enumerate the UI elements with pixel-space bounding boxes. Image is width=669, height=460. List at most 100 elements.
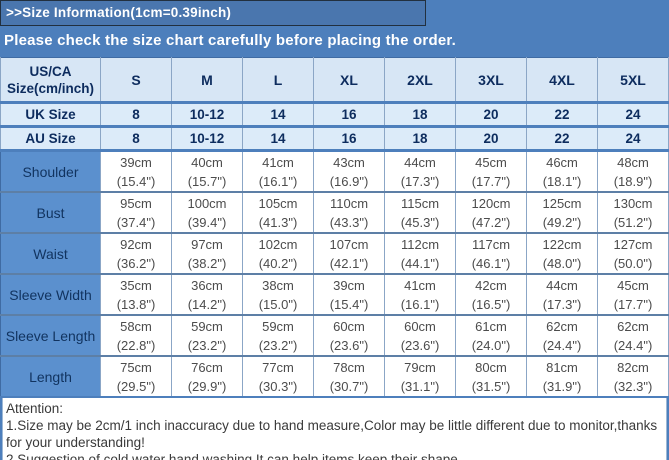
uk-size-row-value: 16 (313, 102, 385, 128)
attention-note-1: 1.Size may be 2cm/1 inch inaccuracy due … (6, 418, 658, 450)
au-size-row-value: 16 (313, 126, 385, 152)
au-size-row-value: 20 (455, 126, 527, 152)
uk-size-row-value: 22 (526, 102, 598, 128)
measurement-cell: 81cm (31.9") (526, 356, 598, 397)
uk-size-row-value: 20 (455, 102, 527, 128)
measurement-label: Shoulder (0, 150, 101, 192)
measurement-cell: 40cm (15.7") (171, 150, 243, 192)
measurement-cell: 76cm (29.9") (171, 356, 243, 397)
uk-size-row-value: 10-12 (171, 102, 243, 128)
au-size-row-value: 18 (384, 126, 456, 152)
measurement-row: Shoulder 39cm (15.4") 40cm (15.7") 41cm (16.1"… (0, 150, 669, 192)
au-size-row-value: 10-12 (171, 126, 243, 152)
size-header-cell: 4XL (526, 57, 598, 104)
measurement-cell: 38cm (15.0") (242, 274, 314, 315)
corner-cell: US/CA Size(cm/inch) (0, 57, 101, 104)
size-header-cell: L (242, 57, 314, 104)
attention-title: Attention: (6, 401, 64, 416)
measurement-cell: 45cm (17.7") (597, 274, 669, 315)
measurement-cell: 115cm (45.3") (384, 192, 456, 233)
measurement-row: Sleeve Length 58cm (22.8") 59cm (23.2") 59cm(… (0, 315, 669, 356)
au-size-row: AU Size 8 10-12 14 16 18 20 22 24 (0, 126, 669, 152)
measurement-cell: 75cm (29.5") (100, 356, 172, 397)
measurement-cell: 45cm (17.7") (455, 150, 527, 192)
measurement-label: Bust (0, 192, 101, 233)
au-size-row-value: 22 (526, 126, 598, 152)
measurement-cell: 59cm (23.2") (242, 315, 314, 356)
measurement-cell: 120cm (47.2") (455, 192, 527, 233)
size-header-cell: S (100, 57, 172, 104)
measurement-cell: 112cm (44.1") (384, 233, 456, 274)
measurement-cell: 80cm (31.5") (455, 356, 527, 397)
size-header-cell: M (171, 57, 243, 104)
measurement-row: Sleeve Width 35cm (13.8") 36cm (14.2") 38cm (1… (0, 274, 669, 315)
au-size-row-label: AU Size (0, 126, 101, 152)
measurement-cell: 44cm (17.3") (384, 150, 456, 192)
attention-notes: Attention: 1.Size may be 2cm/1 inch inac… (2, 398, 667, 460)
measurement-cell: 102cm (40.2") (242, 233, 314, 274)
measurement-cell: 82cm (32.3") (597, 356, 669, 397)
uk-size-row: UK Size 8 10-12 14 16 18 20 22 24 (0, 102, 669, 128)
measurement-label: Sleeve Width (0, 274, 101, 315)
measurement-cell: 35cm (13.8") (100, 274, 172, 315)
measurement-cell: 46cm (18.1") (526, 150, 598, 192)
uk-size-row-value: 8 (100, 102, 172, 128)
uk-size-row-value: 24 (597, 102, 669, 128)
banner: >>Size Information(1cm=0.39inch) Please … (0, 0, 669, 57)
uk-size-row-value: 14 (242, 102, 314, 128)
uk-size-row-value: 18 (384, 102, 456, 128)
measurement-cell: 39cm (15.4") (100, 150, 172, 192)
size-header-cell: 5XL (597, 57, 669, 104)
measurement-cell: 95cm (37.4") (100, 192, 172, 233)
measurement-cell: 77cm (30.3") (242, 356, 314, 397)
au-size-row-value: 8 (100, 126, 172, 152)
measurement-row: Length 75cm (29.5") 76cm (29.9") 77cm (30.3") 7… (0, 356, 669, 397)
size-table-head: US/CA Size(cm/inch) S M L XL 2XL 3XL 4XL 5XL UK Si… (0, 57, 669, 152)
measurement-cell: 41cm (16.1") (384, 274, 456, 315)
measurement-cell: 125cm (49.2") (526, 192, 598, 233)
measurement-row: Bust 95cm (37.4") 100cm (39.4") 105cm (41.3") 1… (0, 192, 669, 233)
measurement-cell: 105cm (41.3") (242, 192, 314, 233)
measurement-cell: 58cm (22.8") (100, 315, 172, 356)
measurement-cell: 92cm (36.2") (100, 233, 172, 274)
size-header-cell: XL (313, 57, 385, 104)
measurement-cell: 36cm (14.2") (171, 274, 243, 315)
size-information-title: >>Size Information(1cm=0.39inch) (0, 0, 426, 26)
measurement-label: Length (0, 356, 101, 397)
measurement-label: Sleeve Length (0, 315, 101, 356)
au-size-row-value: 24 (597, 126, 669, 152)
measurement-cell: 62cm (24.4") (597, 315, 669, 356)
measurement-cell: 59cm (23.2") (171, 315, 243, 356)
measurement-cell: 61cm (24.0") (455, 315, 527, 356)
attention-note-2: 2.Suggestion of cold water hand washing.… (6, 452, 462, 460)
measurement-cell: 127cm (50.0") (597, 233, 669, 274)
measurement-cell: 100cm (39.4") (171, 192, 243, 233)
measurement-cell: 130cm (51.2") (597, 192, 669, 233)
measurement-row: Waist 92cm (36.2") 97cm (38.2") 102cm (40.2") 1… (0, 233, 669, 274)
measurement-cell: 39cm (15.4") (313, 274, 385, 315)
measurement-cell: 48cm (18.9") (597, 150, 669, 192)
measurement-cell: 117cm (46.1") (455, 233, 527, 274)
measurement-cell: 44cm (17.3") (526, 274, 598, 315)
size-chart-warning: Please check the size chart carefully be… (4, 32, 456, 49)
size-header-cell: 3XL (455, 57, 527, 104)
measurement-cell: 60cm (23.6") (384, 315, 456, 356)
measurement-cell: 60cm (23.6") (313, 315, 385, 356)
measurement-label: Waist (0, 233, 101, 274)
measurement-cell: 79cm (31.1") (384, 356, 456, 397)
uk-size-row-label: UK Size (0, 102, 101, 128)
measurement-cell: 107cm (42.1") (313, 233, 385, 274)
measurement-cell: 97cm (38.2") (171, 233, 243, 274)
measurement-cell: 110cm (43.3") (313, 192, 385, 233)
size-table-body: Shoulder 39cm (15.4") 40cm (15.7") 41cm (16.1"… (0, 150, 669, 397)
measurement-cell: 122cm (48.0") (526, 233, 598, 274)
size-header-cell: 2XL (384, 57, 456, 104)
size-header-row: US/CA Size(cm/inch) S M L XL 2XL 3XL 4XL 5XL (0, 57, 669, 104)
measurement-cell: 62cm (24.4") (526, 315, 598, 356)
measurement-cell: 43cm (16.9") (313, 150, 385, 192)
au-size-row-value: 14 (242, 126, 314, 152)
measurement-cell: 41cm (16.1") (242, 150, 314, 192)
measurement-cell: 78cm (30.7") (313, 356, 385, 397)
size-table: US/CA Size(cm/inch) S M L XL 2XL 3XL 4XL 5XL UK Si… (0, 57, 669, 398)
